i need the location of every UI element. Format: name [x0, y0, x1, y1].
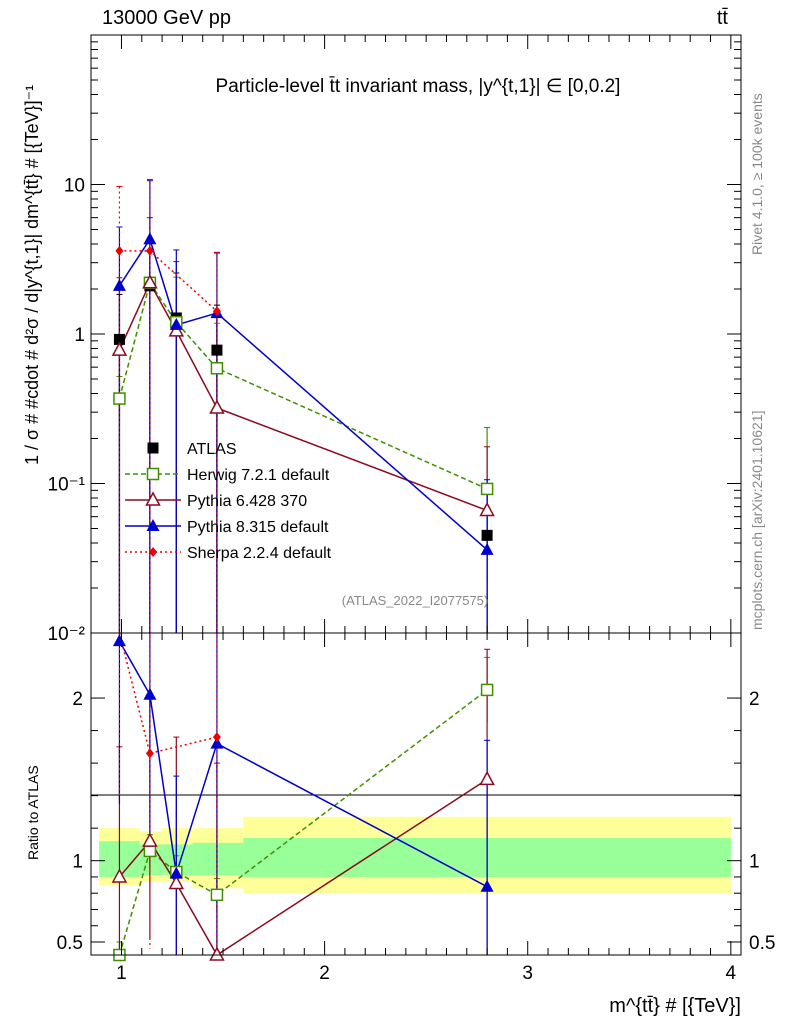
main-ytick-label: 10⁻²	[48, 624, 86, 645]
pythia-8-315-default-point	[112, 634, 126, 647]
ratio-panel: 2 2 1 1 0.5 0.5 1 2 3 4 Ratio to ATLAS m^{tt̄} # …	[25, 632, 775, 1017]
ratio-ytick-label-right: 0.5	[749, 933, 775, 954]
pythia-6-428-370-point	[479, 501, 495, 517]
main-ylabel: 1 / σ # #cdot # d²σ / d|y^{t,1}| dm^{tt̄…	[22, 85, 42, 465]
legend: ATLAS Herwig 7.2.1 default Pythia 6.428 37…	[125, 441, 332, 562]
sherpa-2-2-4-default-point	[145, 245, 154, 256]
legend-label-pythia-8-315-default: Pythia 8.315 default	[187, 519, 329, 536]
ratio-xtick-label: 4	[726, 963, 737, 984]
legend-marker-pythia-6-428-370	[145, 491, 161, 506]
legend-label-atlas: ATLAS	[187, 441, 237, 458]
sherpa-2-2-4-default-line	[119, 250, 218, 312]
sherpa-2-2-4-default-point	[145, 748, 154, 759]
ratio-stat-uncertainty-band	[192, 842, 244, 876]
main-title: Particle-level t̄t invariant mass, |y^{t…	[216, 76, 621, 97]
pythia-8-315-default-point	[112, 278, 126, 291]
watermark: (ATLAS_2022_I2077575)	[342, 593, 488, 608]
herwig-7-2-1-default-point	[143, 844, 157, 858]
atlas-point	[481, 529, 493, 541]
herwig-7-2-1-default-point	[113, 392, 126, 405]
pythia-6-428-370-point	[142, 274, 158, 289]
legend-label-pythia-6-428-370: Pythia 6.428 370	[187, 493, 307, 510]
legend-marker-atlas	[147, 442, 159, 454]
herwig-7-2-1-default-point	[210, 362, 224, 375]
herwig-7-2-1-default-point	[210, 888, 224, 902]
xaxis-label: m^{tt̄} # [{TeV}]	[609, 995, 741, 1017]
pythia-6-428-370-point	[479, 770, 495, 786]
main-panel: 10 1 10⁻¹ 10⁻² Particle-level t̄t invariant…	[22, 34, 742, 645]
sherpa-2-2-4-default-line	[118, 632, 218, 755]
mcplots-label: mcplots.cern.ch [arXiv:2401.10621]	[749, 411, 765, 630]
atlas-point	[113, 333, 125, 345]
atlas-point	[211, 344, 223, 356]
ratio-ytick-label-right: 1	[749, 852, 760, 873]
pythia-8-315-default-point	[210, 736, 224, 749]
ratio-ytick-label: 1	[72, 852, 83, 873]
herwig-7-2-1-default-point	[480, 482, 494, 496]
pythia-6-428-370-point	[168, 874, 185, 890]
ratio-xtick-label: 3	[522, 963, 533, 984]
ratio-ytick-label: 0.5	[57, 933, 83, 954]
legend-marker-pythia-8-315-default	[146, 519, 160, 531]
energy-label: 13000 GeV pp	[102, 7, 231, 29]
herwig-7-2-1-default-line	[118, 689, 488, 956]
pythia-6-428-370-point	[209, 946, 225, 961]
sherpa-2-2-4-default-point	[115, 245, 124, 256]
main-ytick-label: 1	[74, 325, 85, 346]
herwig-7-2-1-default-point	[480, 683, 494, 697]
process-label: tt̄	[717, 7, 729, 29]
pythia-6-428-370-point	[142, 832, 158, 847]
pythia-8-315-default-point	[169, 317, 183, 330]
ratio-ytick-label-right: 2	[749, 689, 760, 710]
legend-marker-herwig-7-2-1-default	[146, 467, 160, 481]
pythia-8-315-default-point	[143, 232, 157, 245]
pythia-8-315-default-point	[143, 687, 157, 700]
ratio-xtick-label: 1	[116, 963, 127, 984]
main-ytick-label: 10⁻¹	[48, 475, 86, 496]
sherpa-2-2-4-default-point	[212, 732, 221, 743]
legend-marker-sherpa-2-2-4-default	[149, 547, 157, 557]
pythia-6-428-370-point	[111, 341, 128, 356]
pythia-6-428-370-point	[209, 399, 225, 414]
rivet-label: Rivet 4.1.0, ≥ 100k events	[749, 93, 765, 255]
pythia-8-315-default-point	[480, 542, 494, 555]
ratio-frame	[90, 632, 742, 956]
ratio-ylabel: Ratio to ATLAS	[25, 765, 41, 860]
main-frame	[90, 34, 742, 634]
pythia-8-315-default-point	[480, 879, 494, 892]
legend-label-sherpa-2-2-4-default: Sherpa 2.2.4 default	[187, 545, 332, 562]
pythia-8-315-default-point	[169, 866, 183, 879]
pythia-6-428-370-point	[111, 868, 128, 883]
sherpa-2-2-4-default-point	[212, 306, 221, 317]
ratio-xtick-label: 2	[319, 963, 330, 984]
legend-label-herwig-7-2-1-default: Herwig 7.2.1 default	[187, 467, 330, 484]
main-ytick-label: 10	[64, 176, 85, 197]
ratio-ytick-label: 2	[72, 689, 83, 710]
